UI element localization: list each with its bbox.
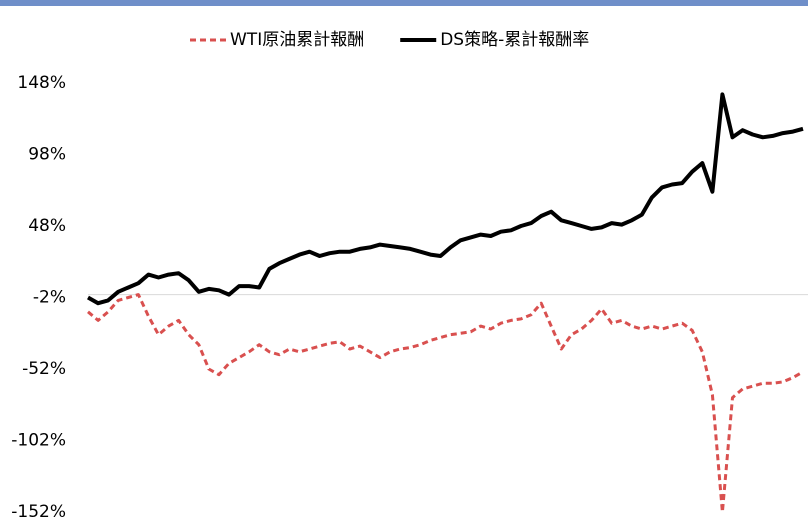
y-tick-label: -52% [22, 359, 66, 379]
y-tick-label: -102% [11, 431, 66, 451]
legend-label: DS策略-累計報酬率 [440, 30, 589, 50]
series-line [87, 293, 804, 514]
y-tick-label: -152% [11, 502, 66, 522]
legend-label: WTI原油累計報酬 [230, 30, 364, 50]
y-tick-label: 148% [17, 73, 66, 93]
series-line [87, 92, 804, 306]
top-strip [0, 0, 808, 6]
y-tick-label: -2% [33, 288, 66, 308]
y-tick-label: 48% [28, 216, 66, 236]
y-tick-label: 98% [28, 145, 66, 165]
